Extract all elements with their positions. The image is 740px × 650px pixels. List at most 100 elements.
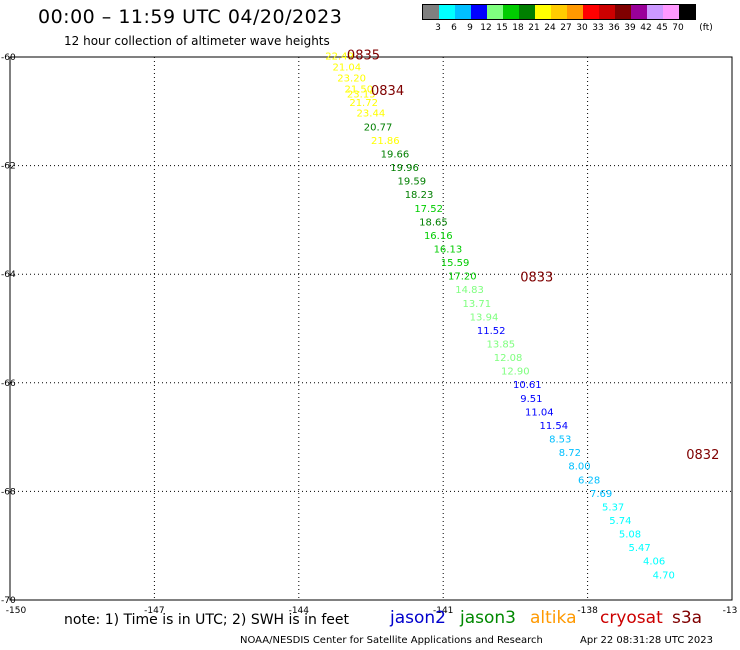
longitude-label: -147 bbox=[144, 606, 164, 616]
legend-item-altika: altika bbox=[530, 608, 577, 628]
wave-height-label: 17.52 bbox=[414, 204, 443, 215]
color-scale-label: 21 bbox=[528, 23, 540, 33]
wave-height-label: 12.08 bbox=[494, 353, 523, 364]
wave-height-label: 19.59 bbox=[397, 177, 426, 188]
color-scale-label: 70 bbox=[672, 23, 684, 33]
wave-height-label: 22.49 bbox=[325, 52, 354, 63]
wave-height-label: 21.04 bbox=[332, 63, 361, 74]
map-frame bbox=[9, 56, 733, 601]
color-swatch bbox=[631, 5, 647, 19]
wave-height-label: 18.65 bbox=[419, 217, 448, 228]
wave-height-label: 12.90 bbox=[501, 367, 530, 378]
wave-height-label: 21.72 bbox=[349, 98, 378, 109]
color-scale-label: 42 bbox=[640, 23, 652, 33]
wave-height-label: 23.20 bbox=[337, 73, 366, 84]
color-scale-label: 24 bbox=[544, 23, 556, 33]
color-scale-label: 12 bbox=[480, 23, 492, 33]
legend-item-jason3: jason3 bbox=[460, 608, 516, 628]
wave-height-label: 14.83 bbox=[455, 285, 484, 296]
color-scale-unit: (ft) bbox=[699, 23, 713, 33]
wave-height-label: 10.61 bbox=[513, 380, 542, 391]
color-swatch bbox=[551, 5, 567, 19]
pass-time-label: 0834 bbox=[371, 84, 404, 99]
color-scale-legend: 3 6 9 12 15 18 21 24 27 30 33 36 39 42 45 70 (ft) bbox=[422, 4, 713, 34]
latitude-label: -70 bbox=[1, 596, 16, 606]
wave-height-label: 11.54 bbox=[539, 421, 568, 432]
color-scale-label: 18 bbox=[512, 23, 524, 33]
footer-note: note: 1) Time is in UTC; 2) SWH is in fe… bbox=[64, 612, 350, 628]
color-swatch bbox=[455, 5, 471, 19]
color-swatch bbox=[423, 5, 439, 19]
timestamp-text: Apr 22 08:31:28 UTC 2023 bbox=[580, 635, 713, 646]
wave-height-label: 8.00 bbox=[568, 462, 590, 473]
color-swatch bbox=[535, 5, 551, 19]
color-swatch bbox=[615, 5, 631, 19]
color-swatch bbox=[471, 5, 487, 19]
wave-height-label: 8.72 bbox=[559, 448, 581, 459]
wave-height-label: 23.15 bbox=[347, 90, 376, 101]
page-subtitle: 12 hour collection of altimeter wave hei… bbox=[64, 34, 330, 48]
legend-item-cryosat: cryosat bbox=[600, 608, 663, 628]
wave-height-label: 9.51 bbox=[520, 394, 542, 405]
color-swatch bbox=[439, 5, 455, 19]
wave-height-label: 5.37 bbox=[602, 502, 624, 513]
latitude-label: -68 bbox=[1, 487, 16, 497]
pass-time-label: 0832 bbox=[686, 448, 719, 463]
longitude-label: -13 bbox=[723, 606, 738, 616]
wave-height-label: 17.20 bbox=[448, 272, 477, 283]
wave-height-label: 18.23 bbox=[405, 190, 434, 201]
wave-height-label: 15.59 bbox=[441, 258, 470, 269]
wave-height-label: 16.13 bbox=[434, 244, 463, 255]
color-scale-label: 30 bbox=[576, 23, 588, 33]
wave-height-label: 5.74 bbox=[609, 516, 631, 527]
color-swatch bbox=[647, 5, 663, 19]
color-swatch bbox=[519, 5, 535, 19]
color-scale-swatches bbox=[422, 4, 696, 20]
color-scale-label: 45 bbox=[656, 23, 668, 33]
color-scale-label: 9 bbox=[467, 23, 473, 33]
pass-time-label: 0833 bbox=[520, 270, 553, 285]
color-scale-label: 36 bbox=[608, 23, 620, 33]
color-swatch bbox=[583, 5, 599, 19]
pass-time-label: 0835 bbox=[347, 49, 380, 64]
longitude-label: -141 bbox=[433, 606, 453, 616]
credit-text: NOAA/NESDIS Center for Satellite Applica… bbox=[240, 635, 543, 646]
wave-height-label: 20.77 bbox=[364, 122, 393, 133]
wave-height-label: 16.16 bbox=[424, 231, 453, 242]
color-scale-label: 39 bbox=[624, 23, 636, 33]
page-title: 00:00 – 11:59 UTC 04/20/2023 bbox=[38, 6, 343, 28]
color-scale-label: 27 bbox=[560, 23, 572, 33]
wave-height-label: 13.85 bbox=[487, 340, 516, 351]
color-scale-ticks: 3 6 9 12 15 18 21 24 27 30 33 36 39 42 45 70 (ft) bbox=[422, 20, 713, 34]
wave-height-label: 13.71 bbox=[462, 299, 491, 310]
latitude-label: -64 bbox=[1, 270, 16, 280]
wave-height-label: 7.69 bbox=[590, 489, 612, 500]
wave-height-label: 21.86 bbox=[371, 136, 400, 147]
longitude-label: -150 bbox=[6, 606, 27, 616]
color-swatch bbox=[679, 5, 695, 19]
color-swatch bbox=[599, 5, 615, 19]
wave-height-label: 19.66 bbox=[381, 149, 410, 160]
color-swatch bbox=[487, 5, 503, 19]
wave-height-label: 21.50 bbox=[345, 84, 374, 95]
wave-height-label: 5.08 bbox=[619, 530, 641, 541]
latitude-label: -60 bbox=[1, 53, 16, 63]
color-scale-label: 6 bbox=[451, 23, 457, 33]
wave-height-label: 11.04 bbox=[525, 407, 554, 418]
legend-item-jason2: jason2 bbox=[390, 608, 446, 628]
legend-item-s3a: s3a bbox=[672, 608, 703, 628]
wave-height-label: 11.52 bbox=[477, 326, 506, 337]
color-scale-label: 15 bbox=[496, 23, 508, 33]
color-swatch bbox=[567, 5, 583, 19]
wave-height-label: 19.96 bbox=[390, 163, 419, 174]
wave-height-label: 5.47 bbox=[629, 543, 651, 554]
wave-height-label: 13.94 bbox=[470, 312, 499, 323]
wave-height-label: 23.44 bbox=[357, 109, 386, 120]
longitude-label: -144 bbox=[289, 606, 310, 616]
latitude-label: -66 bbox=[1, 379, 16, 389]
color-swatch bbox=[663, 5, 679, 19]
wave-height-label: 4.06 bbox=[643, 557, 665, 568]
color-swatch bbox=[503, 5, 519, 19]
longitude-label: -138 bbox=[577, 606, 598, 616]
